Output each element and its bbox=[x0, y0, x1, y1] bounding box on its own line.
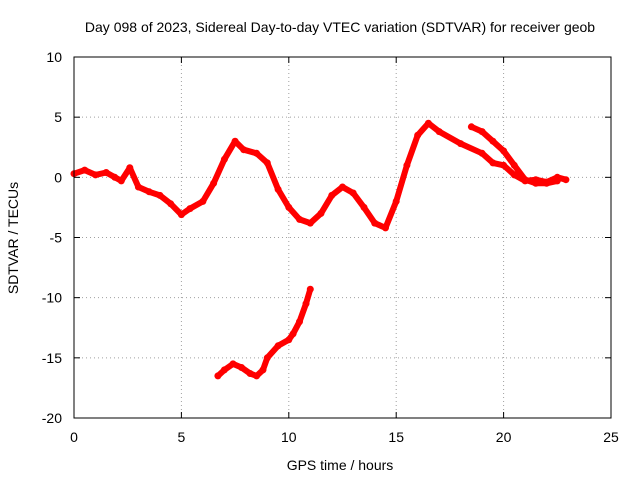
x-tick-label: 10 bbox=[281, 429, 297, 445]
data-point bbox=[156, 191, 164, 199]
data-point bbox=[263, 159, 271, 167]
data-point bbox=[229, 360, 237, 368]
chart-title: Day 098 of 2023, Sidereal Day-to-day VTE… bbox=[85, 19, 595, 35]
data-point bbox=[371, 219, 379, 227]
data-point bbox=[424, 119, 432, 127]
data-point bbox=[296, 318, 303, 326]
data-point bbox=[403, 161, 411, 169]
data-point bbox=[186, 205, 194, 213]
data-point bbox=[510, 161, 518, 169]
data-series-layer bbox=[70, 119, 570, 380]
data-point bbox=[246, 370, 254, 377]
data-point bbox=[360, 203, 368, 211]
data-point bbox=[435, 128, 443, 136]
data-point bbox=[553, 177, 561, 185]
data-point bbox=[414, 131, 422, 139]
data-point bbox=[543, 179, 551, 187]
data-point bbox=[296, 215, 303, 223]
data-point bbox=[231, 137, 239, 145]
data-point bbox=[532, 179, 540, 187]
grid-lines bbox=[74, 57, 611, 418]
data-point bbox=[134, 183, 142, 191]
data-point bbox=[382, 224, 389, 232]
data-point bbox=[489, 159, 497, 167]
x-axis-label: GPS time / hours bbox=[287, 457, 394, 473]
x-tick-label: 0 bbox=[70, 429, 78, 445]
data-point bbox=[274, 185, 282, 193]
data-point bbox=[457, 140, 465, 148]
y-tick-label: -20 bbox=[42, 410, 62, 426]
data-point bbox=[210, 179, 218, 187]
data-point bbox=[306, 219, 314, 227]
data-point bbox=[126, 164, 134, 172]
data-point bbox=[289, 330, 297, 338]
data-point bbox=[500, 161, 508, 169]
data-point bbox=[317, 209, 325, 217]
series-line bbox=[71, 120, 569, 231]
series-upper-branch bbox=[467, 123, 561, 187]
data-point bbox=[349, 189, 357, 197]
data-point bbox=[81, 166, 89, 174]
y-tick-label: -15 bbox=[42, 350, 62, 366]
data-point bbox=[285, 336, 293, 344]
y-tick-label: 5 bbox=[54, 109, 62, 125]
data-point bbox=[238, 364, 245, 371]
y-tick-label: 10 bbox=[46, 49, 62, 65]
data-point bbox=[328, 191, 336, 199]
data-point bbox=[562, 176, 570, 184]
y-axis-label: SDTVAR / TECUs bbox=[5, 182, 21, 294]
data-point bbox=[167, 200, 175, 208]
data-point bbox=[478, 149, 486, 157]
y-tick-label: 0 bbox=[54, 169, 62, 185]
data-point bbox=[285, 203, 293, 211]
data-point bbox=[478, 128, 486, 136]
data-point bbox=[117, 177, 125, 185]
data-point bbox=[177, 211, 185, 219]
data-point bbox=[500, 147, 508, 155]
data-point bbox=[392, 197, 400, 205]
x-tick-label: 20 bbox=[496, 429, 512, 445]
data-point bbox=[253, 149, 261, 157]
data-point bbox=[145, 188, 153, 196]
data-point bbox=[199, 197, 207, 205]
data-point bbox=[214, 372, 222, 380]
y-tick-label: -5 bbox=[50, 230, 63, 246]
data-point bbox=[510, 171, 518, 179]
data-point bbox=[111, 173, 119, 181]
x-tick-label: 25 bbox=[603, 429, 619, 445]
data-point bbox=[253, 372, 261, 380]
series-main-trace bbox=[70, 119, 570, 232]
data-point bbox=[263, 354, 271, 362]
data-point bbox=[259, 366, 267, 374]
data-point bbox=[220, 155, 228, 163]
y-tick-label: -10 bbox=[42, 290, 62, 306]
data-point bbox=[102, 169, 110, 176]
data-point bbox=[240, 146, 248, 154]
x-tick-label: 5 bbox=[178, 429, 186, 445]
data-point bbox=[220, 366, 228, 374]
data-point bbox=[306, 285, 314, 293]
data-point bbox=[489, 137, 497, 145]
series-lower-segment bbox=[214, 285, 314, 380]
axis-ticks: 0 5 10 15 20 25 -20 -15 -10 -5 0 5 10 bbox=[42, 49, 619, 445]
data-point bbox=[339, 183, 346, 191]
x-tick-label: 15 bbox=[388, 429, 404, 445]
data-point bbox=[521, 176, 529, 184]
data-point bbox=[467, 123, 475, 131]
data-point bbox=[274, 342, 282, 350]
data-point bbox=[302, 300, 310, 308]
data-point bbox=[92, 171, 99, 179]
